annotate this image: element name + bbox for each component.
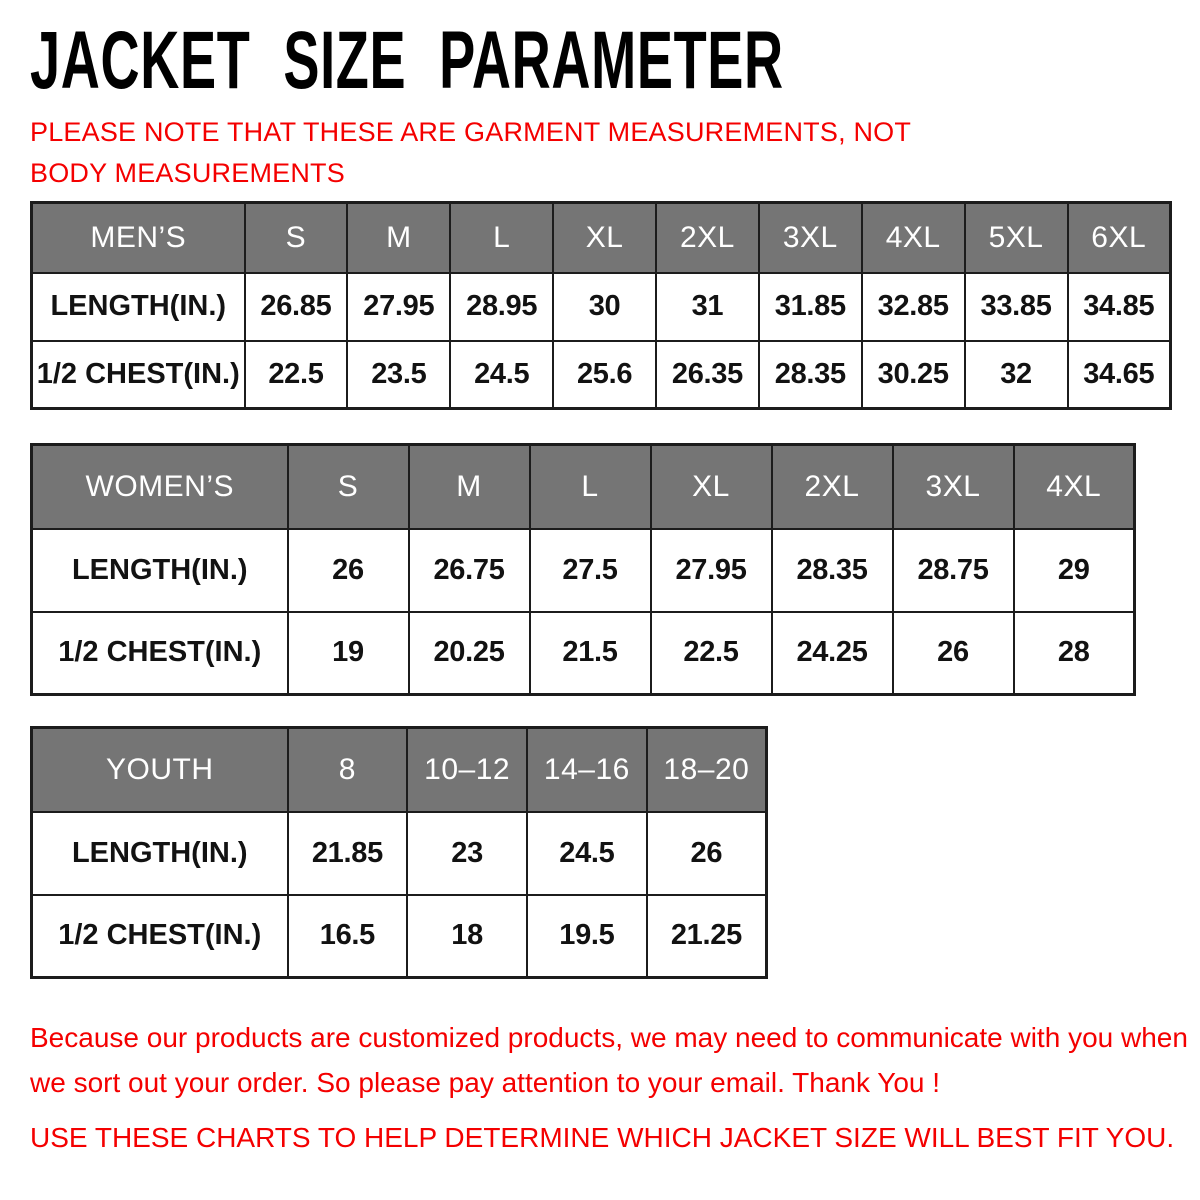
measurement-value: 29 xyxy=(1012,527,1136,613)
measurement-row-label: LENGTH(IN.) xyxy=(30,527,289,613)
measurement-value: 34.65 xyxy=(1066,339,1172,410)
page-title: JACKET SIZE PARAMETER xyxy=(30,15,784,106)
measurement-row-label: 1/2 CHEST(IN.) xyxy=(30,339,246,410)
size-column-header: 2XL xyxy=(655,201,760,274)
size-column-header: 18–20 xyxy=(645,726,768,813)
table-group-label: WOMEN’S xyxy=(30,443,289,530)
measurement-value: 24.5 xyxy=(526,810,648,896)
measurement-row: LENGTH(IN.) 26 26.75 27.5 27.95 28.35 28.75 29 xyxy=(30,527,1136,613)
measurement-row: LENGTH(IN.) 21.85 23 24.5 26 xyxy=(30,810,768,896)
size-column-header: 3XL xyxy=(891,443,1015,530)
measurement-row-label: LENGTH(IN.) xyxy=(30,271,246,342)
size-column-header: 3XL xyxy=(757,201,863,274)
measurement-value: 16.5 xyxy=(286,893,409,979)
measurement-value: 24.25 xyxy=(770,610,894,696)
measurement-value: 21.25 xyxy=(645,893,768,979)
size-column-header: L xyxy=(449,201,555,274)
size-header-row: MEN’S S M L XL 2XL 3XL 4XL 5XL 6XL xyxy=(30,201,1172,274)
table-group-label: YOUTH xyxy=(30,726,289,813)
size-column-header: 5XL xyxy=(963,201,1069,274)
measurement-value: 22.5 xyxy=(649,610,773,696)
measurement-value: 33.85 xyxy=(963,271,1069,342)
mens-size-table: MEN’S S M L XL 2XL 3XL 4XL 5XL 6XL LENGTH(IN.) 26.8… xyxy=(30,201,1172,411)
measurement-value: 25.6 xyxy=(552,339,657,410)
measurement-value: 27.5 xyxy=(528,527,652,613)
measurement-value: 21.85 xyxy=(286,810,409,896)
measurement-value: 27.95 xyxy=(346,271,452,342)
size-column-header: 2XL xyxy=(770,443,894,530)
measurement-value: 30.25 xyxy=(860,339,966,410)
customization-email-note: Because our products are customized prod… xyxy=(30,1022,1188,1099)
measurement-value: 32.85 xyxy=(860,271,966,342)
measurement-value: 19 xyxy=(286,610,410,696)
measurement-value: 20.25 xyxy=(407,610,531,696)
measurement-value: 26 xyxy=(891,610,1015,696)
table-group-label: MEN’S xyxy=(30,201,246,274)
size-column-header: S xyxy=(286,443,410,530)
measurement-row: 1/2 CHEST(IN.) 19 20.25 21.5 22.5 24.25 26 28 xyxy=(30,610,1136,696)
measurement-row-label: 1/2 CHEST(IN.) xyxy=(30,893,289,979)
measurement-value: 34.85 xyxy=(1066,271,1172,342)
size-column-header: M xyxy=(346,201,452,274)
womens-size-table: WOMEN’S S M L XL 2XL 3XL 4XL LENGTH(IN.) 26 26.75 2… xyxy=(30,443,1136,697)
measurement-value: 22.5 xyxy=(243,339,349,410)
size-column-header: 4XL xyxy=(860,201,966,274)
size-column-header: 10–12 xyxy=(406,726,528,813)
measurement-value: 28.35 xyxy=(757,339,863,410)
size-column-header: XL xyxy=(649,443,773,530)
measurement-value: 26 xyxy=(286,527,410,613)
size-column-header: L xyxy=(528,443,652,530)
size-column-header: 4XL xyxy=(1012,443,1136,530)
size-header-row: YOUTH 8 10–12 14–16 18–20 xyxy=(30,726,768,813)
measurement-value: 32 xyxy=(963,339,1069,410)
measurement-row-label: LENGTH(IN.) xyxy=(30,810,289,896)
measurement-value: 24.5 xyxy=(449,339,555,410)
measurement-value: 31.85 xyxy=(757,271,863,342)
size-column-header: XL xyxy=(552,201,657,274)
measurement-value: 26.35 xyxy=(655,339,760,410)
size-column-header: S xyxy=(243,201,349,274)
size-column-header: 6XL xyxy=(1066,201,1172,274)
measurement-value: 28 xyxy=(1012,610,1136,696)
measurement-value: 28.75 xyxy=(891,527,1015,613)
measurement-value: 23.5 xyxy=(346,339,452,410)
measurement-value: 26.75 xyxy=(407,527,531,613)
size-column-header: M xyxy=(407,443,531,530)
measurement-value: 19.5 xyxy=(526,893,648,979)
youth-size-table: YOUTH 8 10–12 14–16 18–20 LENGTH(IN.) 21.85 23 2… xyxy=(30,726,768,980)
measurement-value: 30 xyxy=(552,271,657,342)
measurement-value: 27.95 xyxy=(649,527,773,613)
measurement-value: 18 xyxy=(406,893,528,979)
measurement-row: LENGTH(IN.) 26.85 27.95 28.95 30 31 31.85 32.85… xyxy=(30,271,1172,342)
measurement-value: 31 xyxy=(655,271,760,342)
size-header-row: WOMEN’S S M L XL 2XL 3XL 4XL xyxy=(30,443,1136,530)
measurement-row: 1/2 CHEST(IN.) 16.5 18 19.5 21.25 xyxy=(30,893,768,979)
measurement-value: 26.85 xyxy=(243,271,349,342)
measurement-value: 21.5 xyxy=(528,610,652,696)
garment-measurement-note: PLEASE NOTE THAT THESE ARE GARMENT MEASU… xyxy=(30,117,911,188)
size-column-header: 14–16 xyxy=(526,726,648,813)
measurement-row: 1/2 CHEST(IN.) 22.5 23.5 24.5 25.6 26.35 28.35… xyxy=(30,339,1172,410)
measurement-value: 26 xyxy=(645,810,768,896)
measurement-row-label: 1/2 CHEST(IN.) xyxy=(30,610,289,696)
size-column-header: 8 xyxy=(286,726,409,813)
measurement-value: 28.35 xyxy=(770,527,894,613)
measurement-value: 28.95 xyxy=(449,271,555,342)
measurement-value: 23 xyxy=(406,810,528,896)
fit-instruction-note: USE THESE CHARTS TO HELP DETERMINE WHICH… xyxy=(30,1121,1175,1153)
